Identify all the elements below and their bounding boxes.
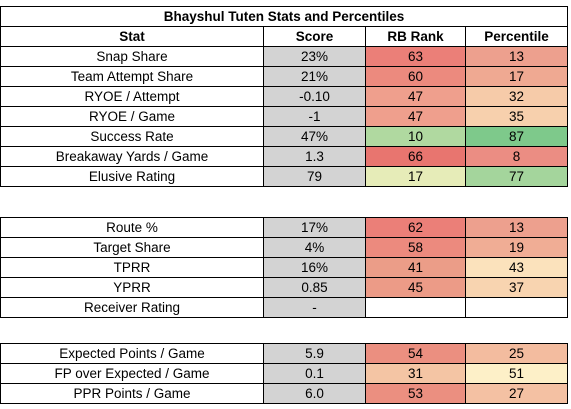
percentile-cell: 13 xyxy=(465,46,568,67)
stat-cell: TPRR xyxy=(0,257,264,278)
rb-rank-cell: 41 xyxy=(365,257,466,278)
table-row: FP over Expected / Game 0.1 31 51 xyxy=(0,363,568,384)
score-cell: 17% xyxy=(263,217,366,238)
stat-cell: FP over Expected / Game xyxy=(0,363,264,384)
header-score: Score xyxy=(263,26,366,47)
rb-rank-cell: 47 xyxy=(365,86,466,107)
receiving-stats-table: Route % 17% 62 13 Target Share 4% 58 19 TPRR 16% 4… xyxy=(0,217,568,318)
header-rb-rank: RB Rank xyxy=(365,26,466,47)
fantasy-points-table: Expected Points / Game 5.9 54 25 FP over Exp… xyxy=(0,343,568,404)
rb-rank-cell xyxy=(365,297,466,318)
rb-rank-cell: 17 xyxy=(365,166,466,187)
percentile-cell: 32 xyxy=(465,86,568,107)
rb-rank-cell: 45 xyxy=(365,277,466,298)
stat-cell: RYOE / Game xyxy=(0,106,264,127)
percentile-cell: 87 xyxy=(465,126,568,147)
percentile-cell: 13 xyxy=(465,217,568,238)
header-stat: Stat xyxy=(0,26,264,47)
score-cell: 0.85 xyxy=(263,277,366,298)
stat-cell: Snap Share xyxy=(0,46,264,67)
rb-rank-cell: 62 xyxy=(365,217,466,238)
table-row: YPRR 0.85 45 37 xyxy=(0,277,568,298)
rb-rank-cell: 58 xyxy=(365,237,466,258)
stat-cell: Receiver Rating xyxy=(0,297,264,318)
score-cell: 23% xyxy=(263,46,366,67)
score-cell: 47% xyxy=(263,126,366,147)
score-cell: 4% xyxy=(263,237,366,258)
stat-cell: RYOE / Attempt xyxy=(0,86,264,107)
stat-cell: Elusive Rating xyxy=(0,166,264,187)
stat-cell: Team Attempt Share xyxy=(0,66,264,87)
rb-rank-cell: 47 xyxy=(365,106,466,127)
table-row: Success Rate 47% 10 87 xyxy=(0,126,568,147)
score-cell: 5.9 xyxy=(263,343,366,364)
rushing-stats-table: Bhayshul Tuten Stats and Percentiles Sta… xyxy=(0,6,568,187)
percentile-cell: 35 xyxy=(465,106,568,127)
stat-cell: YPRR xyxy=(0,277,264,298)
score-cell: 21% xyxy=(263,66,366,87)
score-cell: 6.0 xyxy=(263,383,366,404)
percentile-cell: 17 xyxy=(465,66,568,87)
rb-rank-cell: 60 xyxy=(365,66,466,87)
table-row: Target Share 4% 58 19 xyxy=(0,237,568,258)
table-row: RYOE / Game -1 47 35 xyxy=(0,106,568,127)
percentile-cell: 51 xyxy=(465,363,568,384)
percentile-cell: 27 xyxy=(465,383,568,404)
percentile-cell: 25 xyxy=(465,343,568,364)
percentile-cell: 19 xyxy=(465,237,568,258)
score-cell: -1 xyxy=(263,106,366,127)
table-row: Elusive Rating 79 17 77 xyxy=(0,166,568,187)
stat-cell: Route % xyxy=(0,217,264,238)
rb-rank-cell: 54 xyxy=(365,343,466,364)
percentile-cell: 77 xyxy=(465,166,568,187)
table-row: RYOE / Attempt -0.10 47 32 xyxy=(0,86,568,107)
percentile-cell: 43 xyxy=(465,257,568,278)
stat-cell: Expected Points / Game xyxy=(0,343,264,364)
percentile-cell: 37 xyxy=(465,277,568,298)
percentile-cell xyxy=(465,297,568,318)
score-cell: 1.3 xyxy=(263,146,366,167)
table-row: Snap Share 23% 63 13 xyxy=(0,46,568,67)
table-row: Breakaway Yards / Game 1.3 66 8 xyxy=(0,146,568,167)
sheet-title: Bhayshul Tuten Stats and Percentiles xyxy=(0,6,568,27)
rb-rank-cell: 63 xyxy=(365,46,466,67)
table-row: Route % 17% 62 13 xyxy=(0,217,568,238)
score-cell: 79 xyxy=(263,166,366,187)
table-row: Receiver Rating - xyxy=(0,297,568,318)
title-row: Bhayshul Tuten Stats and Percentiles xyxy=(0,6,568,27)
table-row: TPRR 16% 41 43 xyxy=(0,257,568,278)
table-row: PPR Points / Game 6.0 53 27 xyxy=(0,383,568,404)
stat-cell: Target Share xyxy=(0,237,264,258)
score-cell: -0.10 xyxy=(263,86,366,107)
stat-cell: PPR Points / Game xyxy=(0,383,264,404)
score-cell: 0.1 xyxy=(263,363,366,384)
score-cell: - xyxy=(263,297,366,318)
rb-rank-cell: 53 xyxy=(365,383,466,404)
stat-cell: Success Rate xyxy=(0,126,264,147)
rb-rank-cell: 10 xyxy=(365,126,466,147)
score-cell: 16% xyxy=(263,257,366,278)
header-percentile: Percentile xyxy=(465,26,568,47)
rb-rank-cell: 31 xyxy=(365,363,466,384)
rb-rank-cell: 66 xyxy=(365,146,466,167)
stat-cell: Breakaway Yards / Game xyxy=(0,146,264,167)
table-row: Expected Points / Game 5.9 54 25 xyxy=(0,343,568,364)
percentile-cell: 8 xyxy=(465,146,568,167)
header-row: Stat Score RB Rank Percentile xyxy=(0,26,568,47)
table-row: Team Attempt Share 21% 60 17 xyxy=(0,66,568,87)
